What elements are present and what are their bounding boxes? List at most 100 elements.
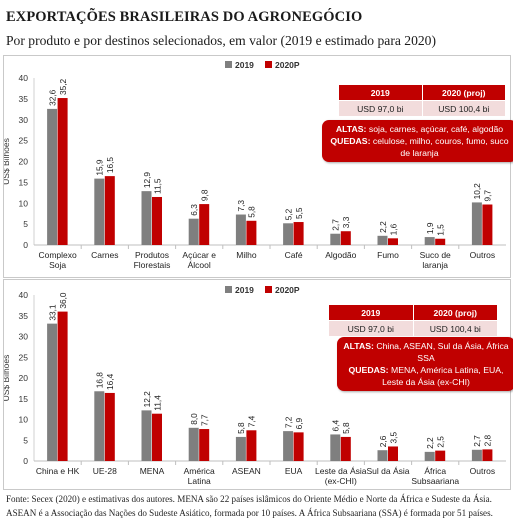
bar-2019 bbox=[235, 436, 246, 461]
products-bar-chart: US$ Bilhões 0 5 10 15 20 25 30 35 40 2019 2020P 32,6… bbox=[4, 60, 506, 270]
totals-header-2019: 2019 bbox=[338, 84, 423, 101]
destinations-totals-table: 2019 2020 (proj) USD 97,0 bi USD 100,4 b… bbox=[328, 304, 498, 337]
category-label: Carnes bbox=[91, 250, 118, 260]
data-label-2020P: 9,8 bbox=[199, 189, 209, 201]
data-label-2019: 2,7 bbox=[331, 219, 341, 231]
legend-swatch-2020P bbox=[265, 286, 272, 293]
bar-2019 bbox=[141, 410, 152, 461]
y-tick-label: 25 bbox=[19, 136, 29, 146]
bar-2019 bbox=[424, 451, 435, 461]
bar-2020P bbox=[104, 176, 115, 245]
data-label-2020P: 5,8 bbox=[247, 206, 257, 218]
totals-header-2019: 2019 bbox=[328, 304, 414, 321]
bar-2020P bbox=[246, 220, 257, 245]
bar-2020P bbox=[435, 450, 446, 461]
data-label-2020P: 7,7 bbox=[199, 414, 209, 426]
category-label: África bbox=[424, 466, 446, 476]
data-label-2019: 12,2 bbox=[142, 391, 152, 408]
category-label: Álcool bbox=[188, 260, 211, 270]
category-label: Fumo bbox=[377, 250, 399, 260]
data-label-2019: 2,2 bbox=[378, 221, 388, 233]
y-axis-title: US$ Bilhões bbox=[4, 355, 11, 402]
bar-2019 bbox=[188, 218, 199, 245]
category-label: Latina bbox=[188, 476, 211, 486]
data-label-2020P: 1,6 bbox=[388, 223, 398, 235]
altas-text: China, ASEAN, Sul da Ásia, África SSA bbox=[373, 341, 509, 363]
bar-2019 bbox=[471, 449, 482, 461]
legend-label-2020P: 2020P bbox=[275, 60, 300, 70]
bar-2020P bbox=[340, 436, 351, 461]
category-label: China e HK bbox=[36, 466, 80, 476]
totals-value-2019: USD 97,0 bi bbox=[328, 320, 414, 337]
destinations-chart-panel: US$ Bilhões 0 5 10 15 20 25 30 35 40 2019 2020P 33,1… bbox=[3, 279, 513, 490]
bar-2020P bbox=[199, 204, 210, 245]
y-tick-label: 35 bbox=[19, 311, 29, 321]
bar-2020P bbox=[57, 311, 68, 461]
data-label-2020P: 36,0 bbox=[58, 292, 68, 309]
data-label-2020P: 2,5 bbox=[435, 436, 445, 448]
data-label-2019: 7,3 bbox=[236, 200, 246, 212]
totals-value-2019: USD 97,0 bi bbox=[338, 100, 423, 117]
category-label: (ex-CHI) bbox=[325, 476, 357, 486]
bar-2019 bbox=[330, 434, 341, 461]
category-label: Subsaariana bbox=[411, 476, 459, 486]
category-label: Sul da Ásia bbox=[367, 466, 410, 476]
data-label-2020P: 11,5 bbox=[152, 178, 162, 194]
bar-2020P bbox=[340, 231, 351, 245]
category-label: MENA bbox=[140, 466, 165, 476]
category-label: ASEAN bbox=[232, 466, 261, 476]
category-label: Produtos bbox=[135, 250, 169, 260]
category-label: Milho bbox=[236, 250, 257, 260]
data-label-2019: 6,3 bbox=[189, 204, 199, 216]
bar-2020P bbox=[482, 449, 493, 461]
bar-2019 bbox=[47, 108, 58, 245]
data-label-2020P: 16,5 bbox=[105, 157, 115, 174]
bar-2019 bbox=[283, 223, 294, 245]
bar-2020P bbox=[57, 98, 68, 245]
data-label-2019: 2,7 bbox=[472, 435, 482, 447]
bar-2020P bbox=[152, 196, 162, 245]
category-label: América bbox=[184, 466, 215, 476]
chart-title: EXPORTAÇÕES BRASILEIRAS DO AGRONEGÓCIO bbox=[6, 9, 363, 25]
data-label-2019: 1,9 bbox=[425, 222, 435, 234]
bar-2020P bbox=[482, 204, 493, 245]
bar-2019 bbox=[94, 391, 105, 461]
bar-2020P bbox=[152, 413, 162, 461]
bar-2019 bbox=[330, 233, 341, 245]
y-tick-label: 10 bbox=[19, 415, 29, 425]
data-label-2019: 5,2 bbox=[283, 208, 293, 220]
products-callout: ALTAS: soja, carnes, açúcar, café, algod… bbox=[322, 120, 513, 162]
data-label-2020P: 16,4 bbox=[105, 373, 115, 390]
y-tick-label: 15 bbox=[19, 177, 29, 187]
totals-value-2020: USD 100,4 bi bbox=[412, 320, 498, 337]
category-label: Outros bbox=[470, 466, 496, 476]
data-label-2020P: 1,5 bbox=[435, 224, 445, 236]
bar-2019 bbox=[235, 214, 246, 245]
altas-label: ALTAS: bbox=[335, 124, 367, 134]
altas-label: ALTAS: bbox=[343, 341, 374, 351]
category-label: laranja bbox=[422, 260, 448, 270]
data-label-2019: 10,2 bbox=[472, 183, 482, 200]
data-label-2019: 5,8 bbox=[236, 422, 246, 434]
data-label-2020P: 3,3 bbox=[341, 216, 351, 228]
category-label: Leste da Ásia bbox=[315, 466, 367, 476]
y-tick-label: 0 bbox=[23, 456, 28, 466]
bar-2020P bbox=[199, 429, 210, 461]
y-tick-label: 15 bbox=[19, 394, 29, 404]
bar-2019 bbox=[188, 427, 199, 461]
bar-2020P bbox=[293, 222, 304, 245]
quedas-label: QUEDAS: bbox=[330, 136, 371, 146]
quedas-label: QUEDAS: bbox=[348, 365, 389, 375]
data-label-2019: 2,6 bbox=[378, 435, 388, 447]
data-label-2019: 12,9 bbox=[142, 172, 152, 189]
y-tick-label: 10 bbox=[19, 198, 29, 208]
legend-label-2020P: 2020P bbox=[275, 285, 300, 295]
data-label-2020P: 7,4 bbox=[247, 415, 257, 427]
data-label-2020P: 5,5 bbox=[294, 207, 304, 219]
y-tick-label: 20 bbox=[19, 373, 29, 383]
bar-2020P bbox=[388, 446, 398, 461]
category-label: UE-28 bbox=[93, 466, 117, 476]
data-label-2019: 15,9 bbox=[95, 159, 105, 176]
data-label-2020P: 6,9 bbox=[294, 417, 304, 429]
category-label: Açúcar e bbox=[182, 250, 216, 260]
